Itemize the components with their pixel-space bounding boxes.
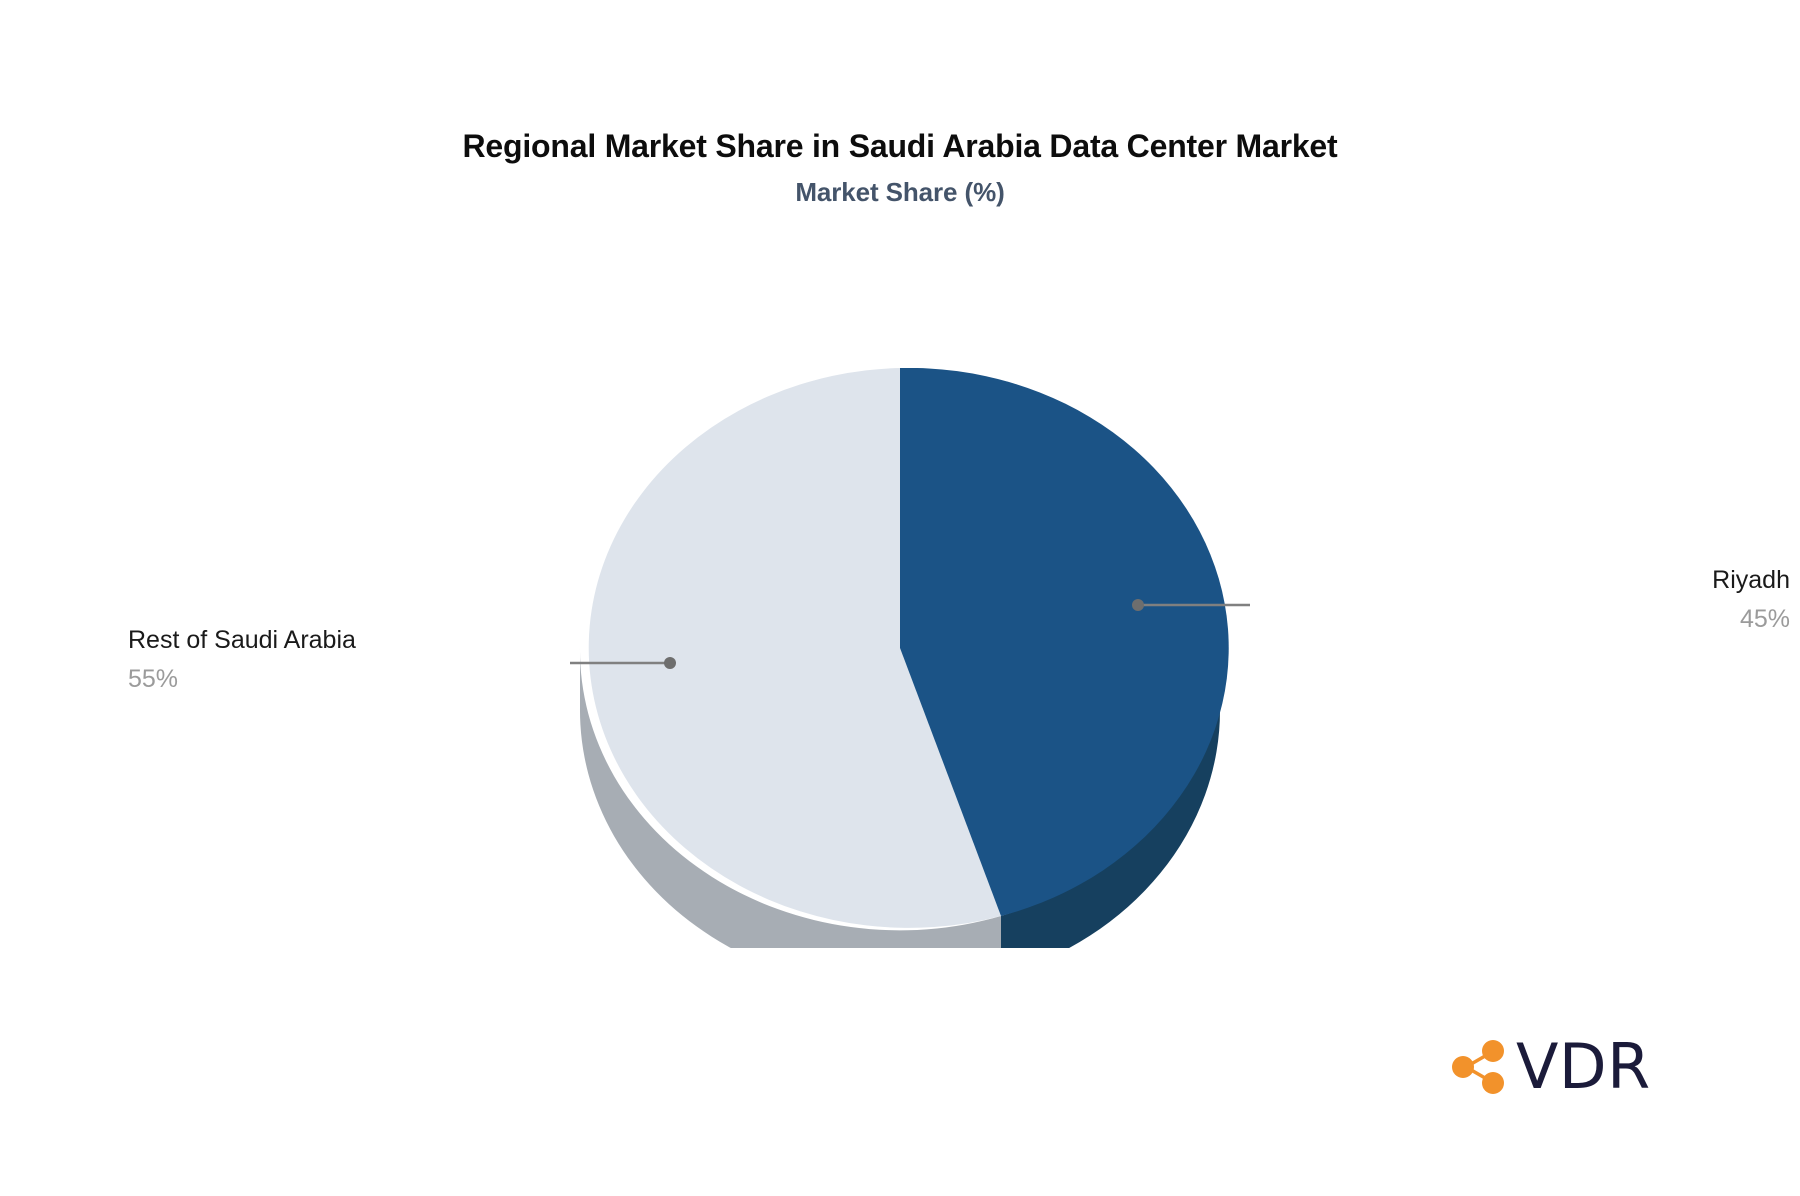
callout-label-rest-of-saudi-arabia: Rest of Saudi Arabia <box>128 626 356 654</box>
callout-label-riyadh: Riyadh <box>1712 566 1790 594</box>
chart-subtitle: Market Share (%) <box>795 176 1005 207</box>
callout-rest-of-saudi-arabia: Rest of Saudi Arabia 55% <box>128 625 356 696</box>
callout-value-rest-of-saudi-arabia: 55% <box>128 665 179 694</box>
logo-wordmark: VDR <box>1516 1030 1651 1103</box>
chart-title-block: Regional Market Share in Saudi Arabia Da… <box>0 128 1800 208</box>
callout-riyadh: Riyadh 45% <box>1712 565 1790 636</box>
page-title: Regional Market Share in Saudi Arabia Da… <box>462 128 1338 164</box>
pie-chart-svg <box>570 368 1250 948</box>
pie-slice-rest-of-saudi-arabia[interactable] <box>588 368 1001 928</box>
vdr-logo: VDR <box>1448 1036 1651 1098</box>
share-network-icon <box>1452 1040 1504 1094</box>
callout-value-riyadh: 45% <box>1739 605 1790 634</box>
leader-line-rest-of-saudi-arabia <box>570 657 676 669</box>
pie-chart <box>570 368 1250 948</box>
leader-line-riyadh <box>1132 599 1250 611</box>
pie-slice-riyadh[interactable] <box>900 368 1229 916</box>
pie-depth-secondary <box>579 648 1001 948</box>
